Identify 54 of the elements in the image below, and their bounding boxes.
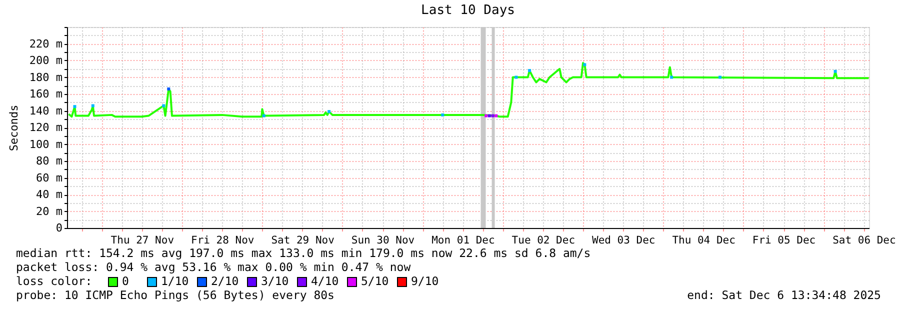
y-tick-label: 0 — [56, 222, 62, 234]
x-tick-label: Tue 02 Dec — [512, 234, 576, 246]
y-tick-label: 220 m — [29, 37, 63, 50]
line-series — [68, 62, 870, 118]
point — [441, 113, 444, 116]
x-tick-label: Sat 29 Nov — [271, 234, 334, 246]
point — [484, 114, 488, 118]
y-tick-label: 60 m — [36, 171, 63, 184]
point — [488, 114, 491, 118]
point — [328, 110, 331, 114]
y-tick-label: 140 m — [29, 104, 63, 118]
point — [494, 114, 498, 118]
legend-label: 1/10 — [161, 274, 189, 288]
point — [670, 76, 674, 79]
point — [514, 76, 518, 79]
y-tick-label: 100 m — [29, 138, 63, 151]
x-tick-label: Fri 05 Dec — [752, 234, 816, 246]
text: median rtt: 154.2 ms avg 197.0 ms max 133.0 ms min 179.0 ms now 22.6 ms sd 6.8 am/s — [16, 246, 591, 260]
legend-label: 9/10 — [411, 274, 439, 288]
point — [491, 114, 494, 118]
point — [73, 105, 76, 108]
x-tick-label: Sun 30 Nov — [351, 234, 415, 246]
y-tick-label: 120 m — [29, 121, 63, 134]
x-tick-label: Sat 06 Dec — [832, 234, 896, 246]
chart-title: Last 10 Days — [421, 3, 515, 18]
point — [583, 63, 586, 66]
x-tick-label: Mon 01 Dec — [432, 234, 495, 246]
x-tick-label: Wed 03 Dec — [592, 234, 656, 246]
y-tick-label: 40 m — [36, 188, 63, 201]
x-tick-label: Thu 04 Dec — [672, 234, 736, 246]
legend-label: 5/10 — [361, 274, 389, 288]
y-tick-label: 80 m — [36, 154, 63, 168]
legend-label: 4/10 — [311, 274, 339, 288]
point — [718, 76, 722, 79]
point — [834, 70, 837, 73]
legend-label: 0 — [122, 274, 129, 288]
legend-label: 2/10 — [211, 274, 239, 288]
legend-label: 3/10 — [261, 274, 289, 288]
x-tick-label: Thu 27 Nov — [110, 234, 174, 246]
point — [91, 104, 94, 108]
y-tick-label: 180 m — [29, 70, 63, 84]
point — [262, 114, 266, 118]
x-tick-label: Fri 28 Nov — [191, 234, 254, 246]
y-tick-label: 200 m — [29, 54, 63, 67]
legend-title: loss color: — [16, 274, 92, 288]
point — [528, 69, 532, 72]
text: packet loss: 0.94 % avg 53.16 % max 0.00 % min 0.47 % now — [16, 260, 411, 274]
point — [167, 87, 170, 90]
text: probe: 10 ICMP Echo Pings (56 Bytes) every 80s — [16, 288, 334, 302]
text: end: Sat Dec 6 13:34:48 2025 — [687, 288, 881, 302]
y-tick-label: 160 m — [29, 88, 63, 100]
y-axis-title: Seconds — [7, 104, 20, 152]
point — [162, 104, 166, 108]
y-tick-label: 20 m — [36, 204, 63, 218]
